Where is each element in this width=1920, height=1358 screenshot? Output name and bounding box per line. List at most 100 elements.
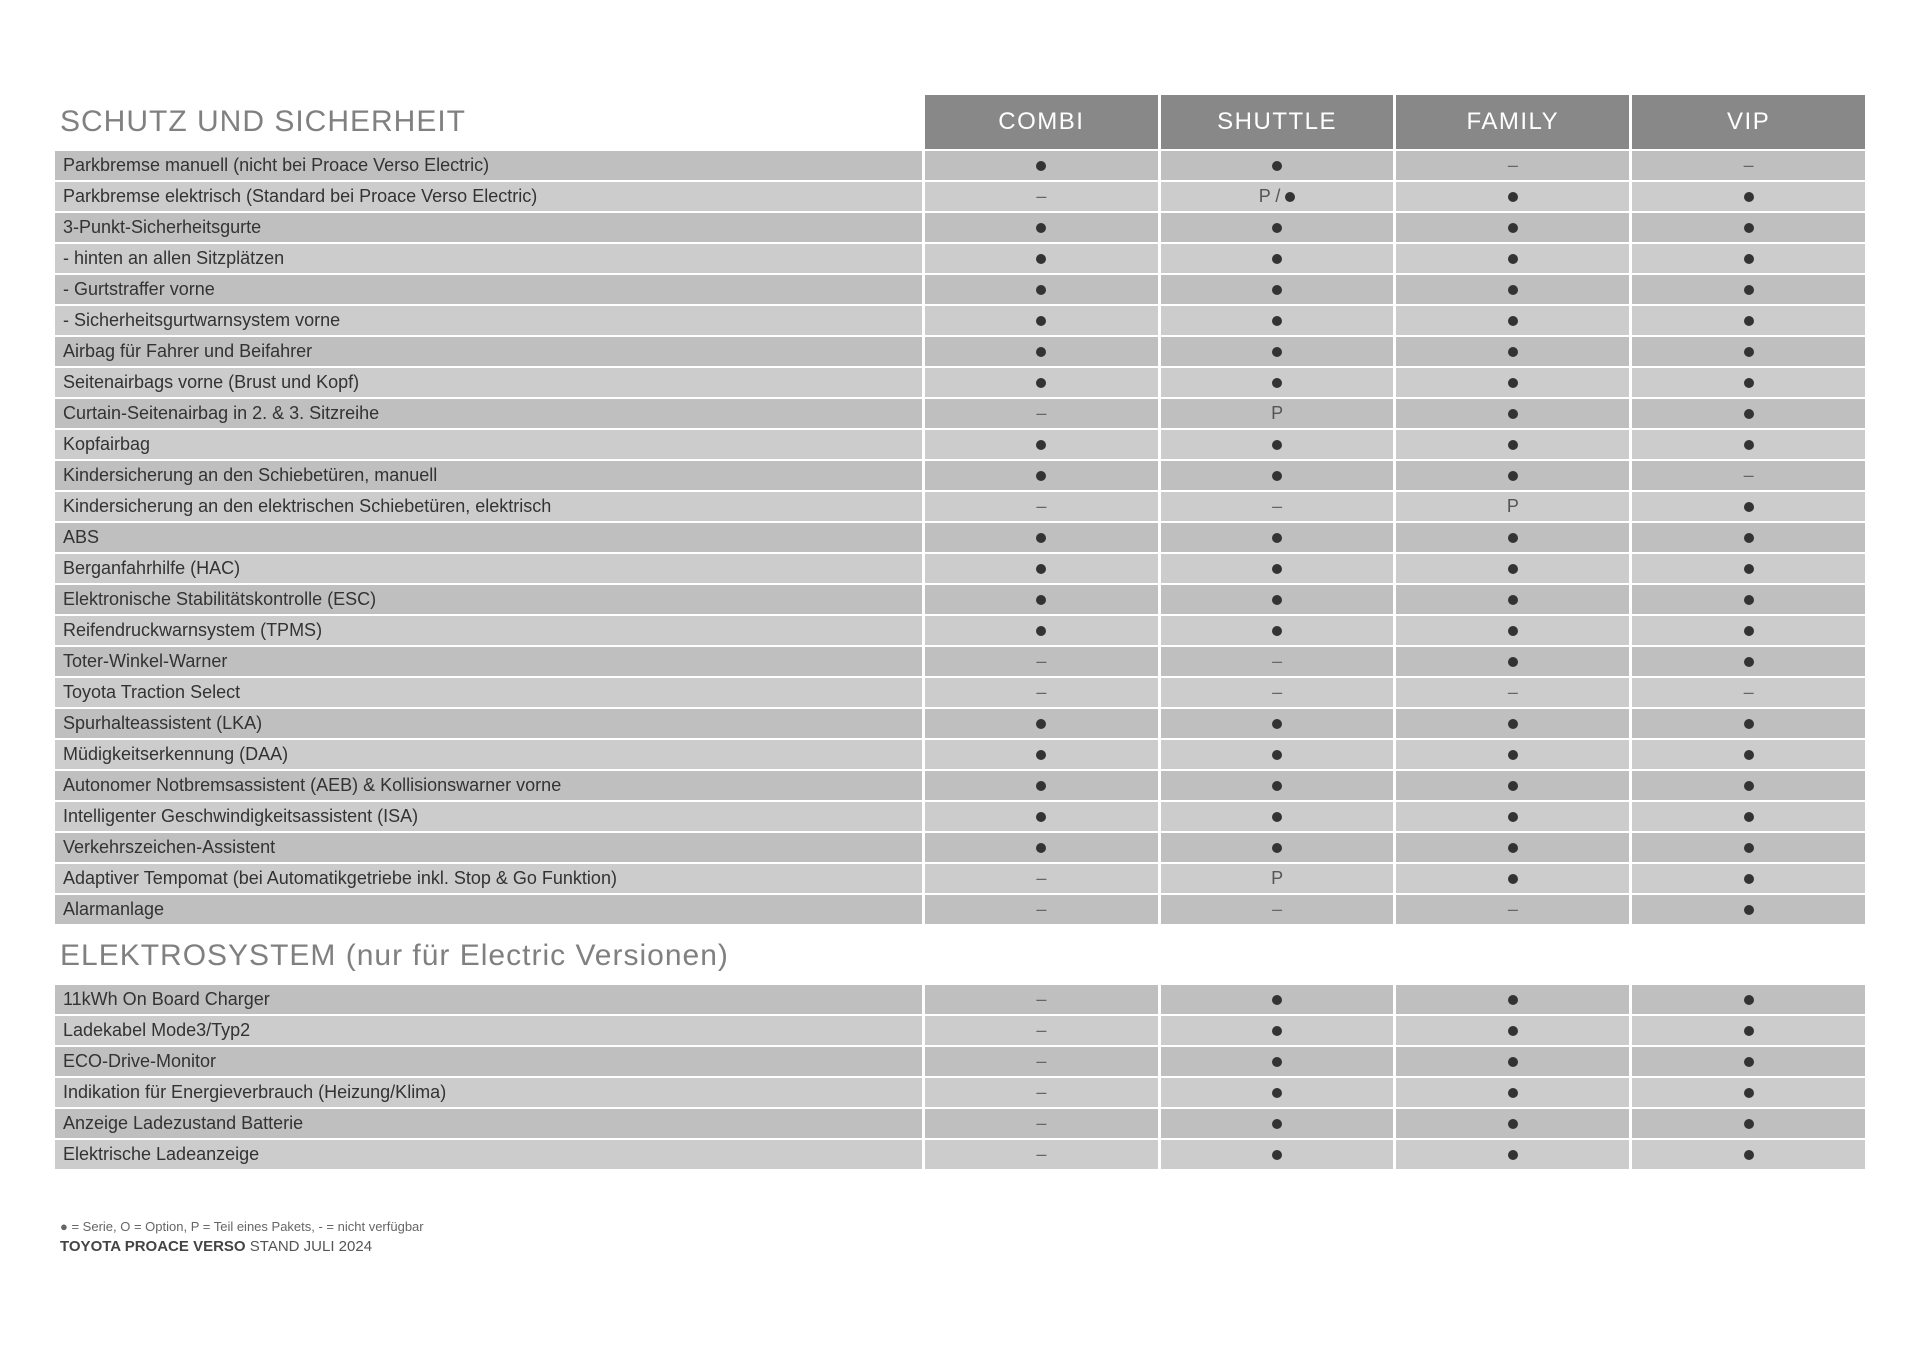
feature-name: Parkbremse manuell (nicht bei Proace Ver… [55, 149, 922, 180]
feature-name: Kopfairbag [55, 428, 922, 459]
feature-value [1629, 273, 1865, 304]
feature-value [1393, 521, 1629, 552]
feature-value [922, 335, 1158, 366]
table-row: Alarmanlage––– [55, 893, 1865, 924]
feature-name: Verkehrszeichen-Assistent [55, 831, 922, 862]
feature-value [922, 242, 1158, 273]
feature-value [1393, 366, 1629, 397]
feature-value [1629, 862, 1865, 893]
feature-value: – [1158, 893, 1394, 924]
feature-name: 11kWh On Board Charger [55, 983, 922, 1014]
feature-value [922, 521, 1158, 552]
footer-date: STAND JULI 2024 [250, 1238, 372, 1255]
table-row: Anzeige Ladezustand Batterie– [55, 1107, 1865, 1138]
feature-value: – [1158, 676, 1394, 707]
feature-value [1629, 800, 1865, 831]
feature-name: - Sicherheitsgurtwarnsystem vorne [55, 304, 922, 335]
feature-value [1629, 428, 1865, 459]
feature-name: Elektronische Stabilitätskontrolle (ESC) [55, 583, 922, 614]
table-row: Indikation für Energieverbrauch (Heizung… [55, 1076, 1865, 1107]
feature-value [1158, 366, 1394, 397]
feature-value [1158, 459, 1394, 490]
feature-value [1158, 583, 1394, 614]
equipment-table-section-1: SCHUTZ UND SICHERHEIT COMBI SHUTTLE FAMI… [55, 95, 1865, 924]
column-header-combi: COMBI [922, 95, 1158, 149]
feature-value: P / [1158, 180, 1394, 211]
feature-value [1158, 552, 1394, 583]
feature-value [922, 800, 1158, 831]
feature-value [1158, 149, 1394, 180]
feature-name: Alarmanlage [55, 893, 922, 924]
feature-value [922, 366, 1158, 397]
feature-value: – [922, 397, 1158, 428]
feature-value [1158, 304, 1394, 335]
feature-value [1393, 738, 1629, 769]
feature-name: Kindersicherung an den Schiebetüren, man… [55, 459, 922, 490]
feature-value: – [922, 983, 1158, 1014]
feature-name: Parkbremse elektrisch (Standard bei Proa… [55, 180, 922, 211]
feature-value [1629, 645, 1865, 676]
feature-value: – [1629, 149, 1865, 180]
feature-name: Ladekabel Mode3/Typ2 [55, 1014, 922, 1045]
feature-value: – [922, 1045, 1158, 1076]
feature-name: Seitenairbags vorne (Brust und Kopf) [55, 366, 922, 397]
feature-value [1629, 831, 1865, 862]
feature-value [1393, 552, 1629, 583]
column-header-vip: VIP [1629, 95, 1865, 149]
feature-value [1393, 983, 1629, 1014]
feature-value [1158, 614, 1394, 645]
footer-brand-name: TOYOTA PROACE VERSO [60, 1238, 246, 1255]
feature-value [1158, 1107, 1394, 1138]
feature-value: – [1629, 676, 1865, 707]
feature-value [1629, 583, 1865, 614]
feature-value: – [1158, 645, 1394, 676]
feature-name: ABS [55, 521, 922, 552]
feature-value [1629, 1045, 1865, 1076]
table-row: Autonomer Notbremsassistent (AEB) & Koll… [55, 769, 1865, 800]
table-row: Ladekabel Mode3/Typ2– [55, 1014, 1865, 1045]
feature-value [1393, 583, 1629, 614]
feature-value [1393, 1045, 1629, 1076]
section-title-2: ELEKTROSYSTEM (nur für Electric Versione… [55, 929, 1865, 983]
feature-value [1158, 242, 1394, 273]
feature-value [1158, 428, 1394, 459]
feature-value [922, 769, 1158, 800]
feature-value [1629, 521, 1865, 552]
feature-value [1629, 738, 1865, 769]
feature-value: – [1393, 893, 1629, 924]
feature-value [1158, 1014, 1394, 1045]
feature-name: Curtain-Seitenairbag in 2. & 3. Sitzreih… [55, 397, 922, 428]
feature-value: – [922, 893, 1158, 924]
feature-value [922, 552, 1158, 583]
feature-value [922, 614, 1158, 645]
feature-value: P [1158, 862, 1394, 893]
feature-value [1393, 180, 1629, 211]
table-row: Toyota Traction Select–––– [55, 676, 1865, 707]
feature-value [922, 211, 1158, 242]
table-row: Spurhalteassistent (LKA) [55, 707, 1865, 738]
feature-name: Intelligenter Geschwindigkeitsassistent … [55, 800, 922, 831]
feature-value [1158, 335, 1394, 366]
feature-value [1393, 614, 1629, 645]
feature-value [1629, 769, 1865, 800]
feature-name: Elektrische Ladeanzeige [55, 1138, 922, 1169]
table-row: Kindersicherung an den Schiebetüren, man… [55, 459, 1865, 490]
feature-value [1629, 242, 1865, 273]
feature-value [1629, 552, 1865, 583]
feature-value [1629, 180, 1865, 211]
feature-value [1393, 211, 1629, 242]
feature-value [1629, 983, 1865, 1014]
feature-value: – [922, 180, 1158, 211]
feature-value [1393, 800, 1629, 831]
feature-value: – [922, 645, 1158, 676]
feature-name: Müdigkeitserkennung (DAA) [55, 738, 922, 769]
feature-name: Anzeige Ladezustand Batterie [55, 1107, 922, 1138]
feature-value [922, 738, 1158, 769]
feature-value: P [1393, 490, 1629, 521]
feature-value [1393, 1014, 1629, 1045]
feature-value [1158, 521, 1394, 552]
feature-name: Spurhalteassistent (LKA) [55, 707, 922, 738]
feature-value [1158, 707, 1394, 738]
table-row: Toter-Winkel-Warner–– [55, 645, 1865, 676]
feature-value [922, 707, 1158, 738]
